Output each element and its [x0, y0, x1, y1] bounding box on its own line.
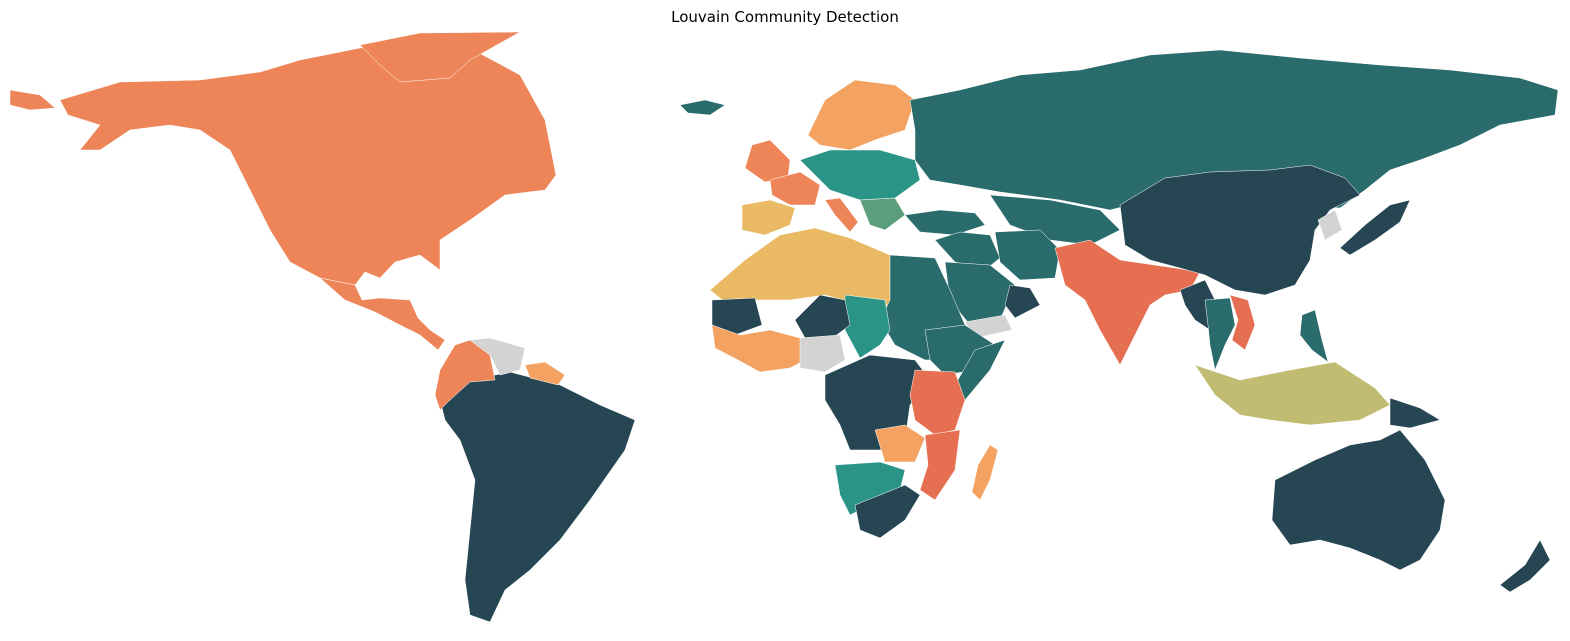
region-philippines[interactable] — [1299, 309, 1329, 363]
region-thailand[interactable] — [1204, 297, 1236, 371]
region-russia[interactable] — [909, 49, 1559, 211]
map-title: Louvain Community Detection — [671, 8, 899, 26]
region-north-africa[interactable] — [709, 227, 891, 306]
region-papua-new-guinea[interactable] — [1389, 397, 1441, 429]
region-indonesia[interactable] — [1194, 361, 1391, 426]
region-iceland[interactable] — [679, 99, 726, 116]
region-madagascar[interactable] — [971, 444, 999, 501]
region-greenland[interactable] — [359, 31, 521, 83]
region-china[interactable] — [1119, 164, 1361, 296]
region-north-america[interactable] — [59, 39, 557, 286]
region-east-africa[interactable] — [909, 369, 966, 436]
region-chad[interactable] — [794, 294, 851, 341]
region-central-america[interactable] — [319, 277, 446, 351]
region-somalia[interactable] — [954, 339, 1006, 401]
region-alaska[interactable] — [9, 89, 56, 111]
region-niger[interactable] — [844, 294, 891, 359]
region-vietnam[interactable] — [1229, 294, 1256, 351]
region-south-america[interactable] — [439, 371, 636, 623]
region-australia[interactable] — [1271, 429, 1446, 571]
region-nigeria[interactable] — [799, 334, 846, 373]
region-iran[interactable] — [994, 229, 1061, 281]
region-central-europe[interactable] — [799, 149, 921, 201]
region-oman[interactable] — [1004, 284, 1041, 319]
region-italy[interactable] — [824, 197, 859, 233]
region-mali[interactable] — [711, 297, 763, 336]
region-venezuela[interactable] — [469, 337, 526, 376]
region-india[interactable] — [1054, 239, 1201, 366]
region-iberia[interactable] — [741, 199, 796, 236]
region-scandinavia[interactable] — [807, 79, 916, 151]
region-korea[interactable] — [1317, 209, 1343, 241]
region-united-kingdom[interactable] — [744, 139, 791, 183]
region-new-zealand[interactable] — [1499, 539, 1551, 593]
region-guianas[interactable] — [524, 361, 566, 386]
region-zambia[interactable] — [874, 424, 926, 463]
region-colombia[interactable] — [434, 339, 496, 411]
region-west-africa[interactable] — [711, 324, 816, 373]
region-mozambique[interactable] — [919, 429, 961, 501]
region-japan[interactable] — [1339, 199, 1411, 256]
region-turkey[interactable] — [904, 209, 986, 236]
region-balkans[interactable] — [859, 197, 906, 231]
region-south-africa[interactable] — [854, 484, 921, 539]
region-france[interactable] — [769, 171, 821, 206]
region-central-asia[interactable] — [989, 194, 1121, 246]
